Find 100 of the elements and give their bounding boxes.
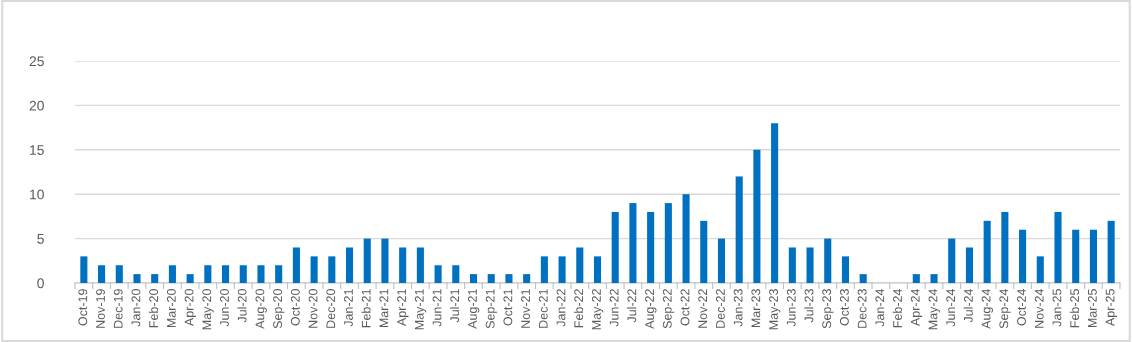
x-tick-label: Jul-21: [449, 289, 460, 323]
x-tick-label: Feb-25: [1069, 289, 1080, 328]
bar: [133, 274, 141, 283]
bar: [469, 274, 478, 283]
x-tick-label: Jun-24: [946, 288, 956, 327]
x-tick-label: Sep-21: [485, 289, 498, 329]
bar: [275, 265, 283, 283]
bar: [381, 238, 389, 283]
bar: [98, 265, 106, 283]
bar: [930, 274, 938, 283]
x-tick-label: Oct-21: [503, 289, 513, 326]
bar: [151, 274, 159, 283]
bar: [576, 247, 584, 283]
x-tick-label: Feb-20: [148, 289, 159, 328]
x-tick-label: Jan-20: [131, 289, 141, 327]
x-tick-label: May-24: [928, 288, 940, 330]
bar: [1107, 220, 1115, 283]
bar: [523, 274, 531, 283]
y-tick-label: 10: [30, 189, 44, 200]
y-tick-label: 20: [29, 100, 44, 111]
x-tick-label: Jan-22: [556, 289, 566, 327]
bar: [416, 247, 424, 283]
bar: [824, 238, 832, 283]
x-tick-label: Jun-22: [609, 289, 619, 327]
x-tick-label: Dec-19: [113, 289, 123, 328]
x-tick-label: Aug-24: [981, 288, 993, 329]
x-tick-label: Jul-22: [627, 289, 637, 323]
bar: [948, 238, 956, 283]
x-tick-label: Nov-19: [96, 289, 105, 328]
bar: [328, 256, 336, 283]
x-tick-label: Jul-24: [963, 288, 973, 323]
x-tick-label: May-20: [202, 289, 214, 330]
bar: [647, 211, 655, 283]
bar: [593, 256, 602, 283]
bar: [629, 203, 637, 283]
bar: [682, 194, 690, 283]
bar: [363, 238, 371, 283]
x-tick-label: Jun-21: [432, 289, 442, 327]
bar: [841, 256, 850, 283]
bar: [1054, 211, 1062, 283]
bar: [487, 274, 495, 283]
bar: [186, 274, 194, 283]
bar: [700, 220, 708, 283]
bar: [664, 203, 672, 283]
x-tick-label: Feb-24: [892, 288, 902, 328]
bar: [222, 265, 230, 283]
bar: [1072, 229, 1080, 283]
x-tick-label: Jul-20: [237, 289, 247, 323]
x-tick-label: Apr-20: [184, 289, 196, 327]
x-tick-label: Apr-25: [1105, 289, 1117, 327]
x-tick-label: Oct-20: [290, 289, 300, 326]
bar: [983, 220, 991, 283]
bar: [611, 211, 619, 283]
bar: [452, 265, 460, 283]
bar: [735, 176, 743, 283]
x-tick-label: Nov-20: [308, 289, 318, 328]
bar: [753, 149, 761, 283]
bar: [965, 247, 973, 283]
bar: [1036, 256, 1044, 283]
x-tick-label: Sep-24: [999, 288, 1011, 329]
x-tick-label: Jun-23: [786, 289, 796, 327]
x-tick-label: Mar-25: [1087, 289, 1097, 328]
x-tick-label: Dec-21: [538, 289, 548, 328]
x-tick-label: Aug-22: [645, 289, 657, 329]
bar: [859, 274, 867, 283]
x-tick-label: Oct-23: [839, 289, 849, 326]
x-tick-label: Feb-21: [361, 289, 371, 328]
x-tick-label: Dec-20: [326, 289, 336, 328]
x-tick-label: Oct-24: [1017, 288, 1026, 326]
bar: [239, 265, 247, 283]
bar: [806, 247, 814, 283]
x-tick-label: Oct-19: [78, 289, 88, 326]
x-tick-label: Apr-21: [397, 289, 409, 327]
bar: [558, 256, 566, 283]
x-tick-label: Jul-23: [804, 289, 814, 323]
x-tick-label: May-23: [769, 289, 781, 330]
bar: [399, 247, 407, 283]
bar: [1019, 229, 1027, 283]
x-tick-label: Sep-20: [273, 289, 285, 329]
x-tick-label: Nov-22: [698, 289, 708, 328]
x-tick-label: Jan-23: [733, 289, 743, 327]
bar: [540, 256, 548, 283]
x-tick-label: Mar-23: [751, 289, 761, 328]
x-tick-label: Jan-25: [1052, 289, 1062, 327]
x-tick-label: Nov-24: [1034, 288, 1044, 328]
x-tick-label: Dec-23: [857, 289, 867, 328]
bar: [168, 265, 176, 283]
x-tick-label: Apr-24: [910, 288, 923, 327]
x-tick-label: Dec-22: [715, 289, 725, 328]
bar: [345, 247, 354, 283]
x-tick-label: Jan-24: [875, 288, 885, 327]
x-tick-label: Aug-20: [255, 289, 267, 329]
x-tick-label: Jun-20: [220, 289, 229, 327]
x-tick-label: May-21: [414, 289, 427, 330]
x-tick-label: Mar-21: [379, 289, 389, 328]
bar: [292, 247, 300, 283]
y-tick-label: 15: [30, 145, 44, 155]
x-tick-label: Sep-23: [822, 289, 834, 329]
bar: [771, 123, 779, 283]
y-tick-label: 5: [37, 234, 44, 244]
